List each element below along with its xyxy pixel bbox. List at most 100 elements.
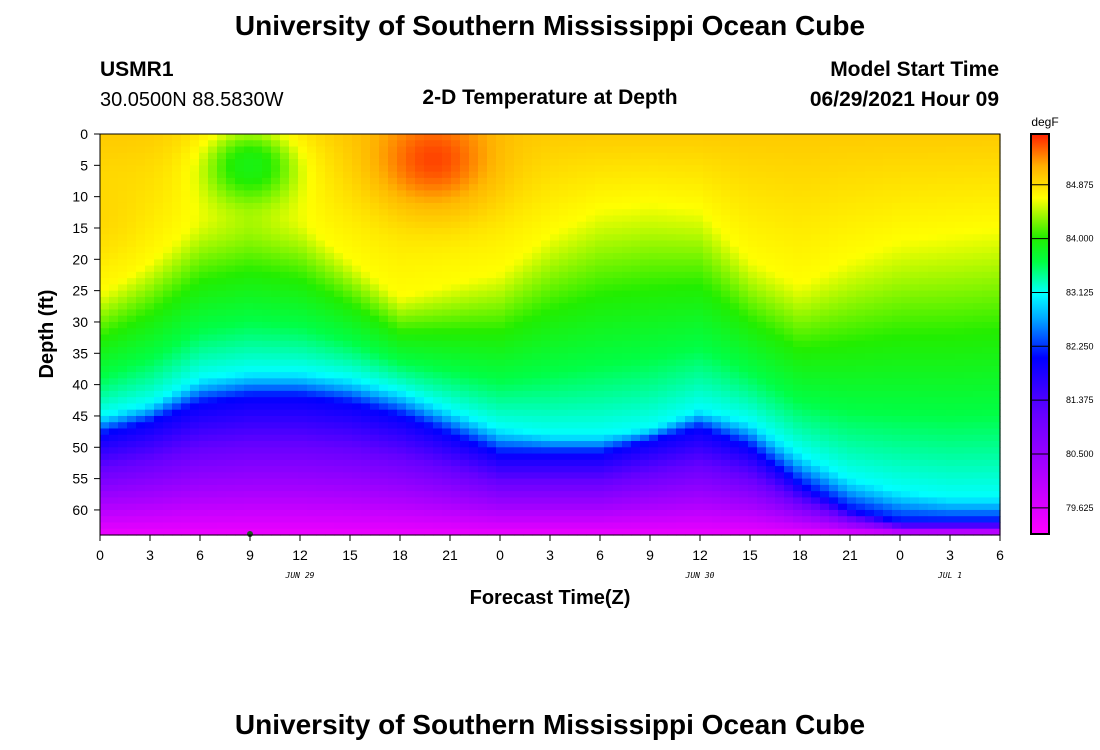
heatmap-cell	[541, 484, 551, 492]
heatmap-cell	[685, 227, 695, 235]
heatmap-cell	[136, 453, 146, 461]
heatmap-cell	[136, 359, 146, 367]
heatmap-cell	[289, 271, 299, 279]
heatmap-cell	[127, 365, 137, 373]
heatmap-cell	[766, 328, 776, 336]
heatmap-cell	[748, 334, 758, 342]
heatmap-cell	[496, 434, 506, 442]
heatmap-cell	[271, 365, 281, 373]
heatmap-cell	[226, 221, 236, 229]
heatmap-cell	[127, 265, 137, 273]
heatmap-cell	[289, 441, 299, 448]
heatmap-cell	[793, 522, 803, 530]
heatmap-cell	[496, 202, 506, 210]
heatmap-cell	[397, 384, 407, 392]
heatmap-cell	[478, 484, 488, 492]
heatmap-cell	[136, 528, 146, 536]
heatmap-cell	[541, 428, 551, 436]
heatmap-cell	[784, 397, 794, 405]
heatmap-cell	[271, 296, 281, 304]
heatmap-cell	[280, 271, 290, 279]
heatmap-cell	[721, 278, 731, 285]
heatmap-cell	[631, 365, 641, 373]
heatmap-cell	[667, 159, 677, 166]
heatmap-cell	[460, 296, 470, 304]
heatmap-cell	[730, 196, 740, 204]
heatmap-cell	[523, 441, 533, 448]
heatmap-cell	[163, 359, 173, 367]
heatmap-cell	[703, 246, 713, 254]
heatmap-cell	[460, 415, 470, 423]
heatmap-cell	[352, 372, 362, 379]
heatmap-cell	[604, 447, 614, 455]
heatmap-cell	[172, 384, 182, 392]
heatmap-cell	[397, 328, 407, 336]
heatmap-cell	[568, 171, 578, 179]
heatmap-cell	[253, 290, 263, 298]
heatmap-cell	[478, 253, 488, 260]
heatmap-cell	[685, 441, 695, 448]
heatmap-cell	[640, 184, 650, 191]
heatmap-cell	[622, 221, 632, 229]
heatmap-cell	[451, 321, 461, 329]
heatmap-cell	[172, 196, 182, 204]
heatmap-cell	[487, 171, 497, 179]
heatmap-cell	[496, 378, 506, 386]
heatmap-cell	[118, 227, 128, 235]
heatmap-cell	[109, 378, 119, 386]
heatmap-cell	[721, 378, 731, 386]
heatmap-cell	[370, 209, 380, 217]
heatmap-cell	[478, 290, 488, 298]
heatmap-cell	[100, 171, 110, 179]
heatmap-cell	[703, 365, 713, 373]
heatmap-cell	[559, 184, 569, 191]
heatmap-cell	[460, 378, 470, 386]
heatmap-cell	[793, 397, 803, 405]
heatmap-cell	[568, 184, 578, 191]
heatmap-cell	[757, 278, 767, 285]
heatmap-cell	[694, 296, 704, 304]
heatmap-cell	[685, 503, 695, 511]
heatmap-cell	[379, 196, 389, 204]
heatmap-cell	[694, 152, 704, 160]
heatmap-cell	[460, 403, 470, 411]
heatmap-cell	[613, 359, 623, 367]
heatmap-cell	[433, 522, 443, 530]
heatmap-cell	[100, 177, 110, 185]
heatmap-cell	[388, 190, 398, 198]
heatmap-cell	[640, 434, 650, 442]
heatmap-cell	[325, 422, 335, 430]
heatmap-cell	[415, 134, 425, 141]
heatmap-cell	[343, 353, 353, 361]
heatmap-cell	[100, 165, 110, 173]
heatmap-cell	[190, 240, 200, 248]
heatmap-cell	[136, 372, 146, 379]
heatmap-cell	[217, 472, 227, 480]
heatmap-cell	[343, 227, 353, 235]
heatmap-cell	[523, 271, 533, 279]
heatmap-cell	[766, 152, 776, 160]
heatmap-cell	[145, 134, 155, 141]
heatmap-cell	[199, 384, 209, 392]
heatmap-cell	[505, 215, 515, 223]
heatmap-cell	[703, 347, 713, 354]
heatmap-cell	[397, 422, 407, 430]
heatmap-cell	[478, 372, 488, 379]
heatmap-cell	[604, 453, 614, 461]
heatmap-cell	[109, 422, 119, 430]
heatmap-cell	[757, 146, 767, 154]
heatmap-cell	[523, 478, 533, 486]
heatmap-cell	[577, 528, 587, 536]
heatmap-cell	[289, 315, 299, 323]
heatmap-cell	[793, 177, 803, 185]
heatmap-cell	[271, 340, 281, 348]
heatmap-cell	[136, 353, 146, 361]
heatmap-cell	[559, 321, 569, 329]
heatmap-cell	[595, 321, 605, 329]
heatmap-cell	[640, 278, 650, 285]
heatmap-cell	[217, 278, 227, 285]
heatmap-cell	[622, 271, 632, 279]
heatmap-cell	[640, 378, 650, 386]
heatmap-cell	[712, 284, 722, 292]
heatmap-cell	[532, 152, 542, 160]
